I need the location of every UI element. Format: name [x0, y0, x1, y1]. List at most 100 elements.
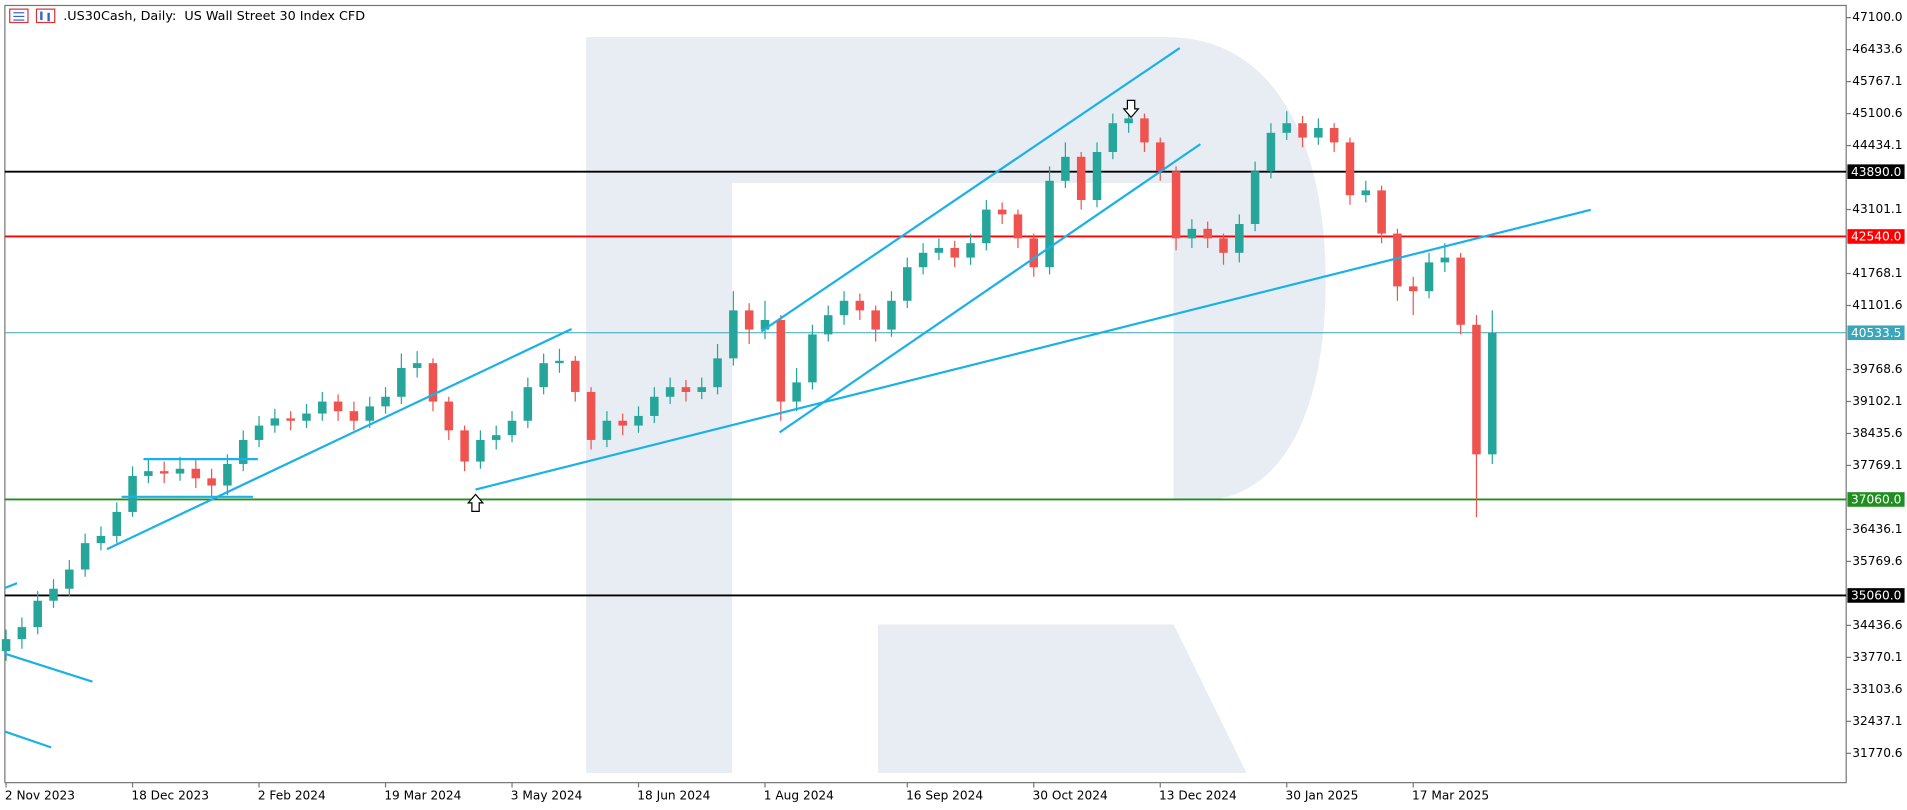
candle-body — [1171, 171, 1181, 239]
header-icons — [9, 8, 56, 24]
up-arrow — [466, 493, 485, 513]
candle-body — [318, 401, 327, 414]
candle-body — [65, 569, 74, 589]
price-level-box — [1847, 164, 1905, 179]
candle-body — [476, 439, 485, 462]
x-tick-label: 18 Jun 2024 — [637, 789, 710, 803]
candle-body — [1345, 142, 1355, 196]
candle-body — [1314, 128, 1323, 138]
x-tick-label: 17 Mar 2025 — [1412, 789, 1489, 803]
candle-body — [713, 358, 722, 388]
candle-body — [17, 627, 27, 640]
candle-body — [982, 209, 991, 244]
y-tick-label: 45767.1 — [1852, 74, 1902, 88]
candle-body — [697, 387, 707, 392]
candle-body — [1155, 142, 1165, 172]
candle-body — [618, 420, 627, 426]
candle-body — [507, 420, 517, 436]
candle-body — [871, 310, 880, 330]
candle-body — [586, 391, 596, 440]
candle-body — [412, 363, 422, 368]
y-tick-label: 38435.6 — [1852, 426, 1902, 440]
candle-body — [1282, 123, 1291, 133]
candle-body — [1440, 257, 1450, 263]
y-tick-label: 39768.6 — [1852, 362, 1902, 376]
candle-body — [744, 310, 754, 330]
price-level-box — [1847, 492, 1905, 507]
candle-body — [333, 401, 343, 412]
candle-body — [1329, 128, 1339, 143]
candle-body — [460, 430, 469, 462]
candle-body — [33, 600, 42, 628]
candle-body — [1140, 118, 1149, 143]
candle-body — [950, 247, 959, 258]
candle-body — [128, 475, 137, 512]
candle-body — [1219, 238, 1228, 253]
x-tick-label: 16 Sep 2024 — [906, 789, 983, 803]
icon — [35, 8, 56, 24]
candle-body — [855, 300, 865, 311]
watermark — [586, 37, 1326, 773]
x-tick-label: 19 Mar 2024 — [384, 789, 461, 803]
candle-body — [1472, 324, 1481, 455]
candle-body — [966, 243, 975, 258]
down-arrow — [1122, 99, 1140, 119]
y-tick-label: 39102.1 — [1852, 394, 1902, 408]
candle-body — [1061, 156, 1070, 181]
candle-body — [1266, 132, 1276, 172]
trendline — [760, 47, 1181, 333]
candle-body — [191, 468, 201, 479]
candle-body — [444, 401, 454, 431]
candle-body — [555, 360, 564, 364]
candle-body — [1424, 262, 1434, 292]
candle-body — [491, 435, 501, 440]
y-tick-label: 34436.6 — [1852, 618, 1902, 632]
candle-body — [539, 363, 548, 388]
x-tick-label: 30 Jan 2025 — [1286, 789, 1359, 803]
candle-body — [175, 468, 185, 474]
trendline — [475, 208, 1592, 491]
candle-body — [381, 396, 390, 407]
trendlines — [4, 47, 1592, 749]
y-tick-label: 33770.1 — [1852, 650, 1902, 664]
y-tick-label: 31770.6 — [1852, 746, 1902, 760]
candle-body — [808, 334, 817, 383]
candle-body — [1092, 152, 1102, 200]
candle-body — [523, 387, 533, 421]
candle-body — [934, 247, 944, 253]
candle-body — [96, 535, 106, 544]
watermark-leg — [878, 624, 1247, 773]
candle-body — [1377, 190, 1386, 234]
candle-body — [792, 382, 801, 402]
price-level-label: 40533.5 — [1851, 326, 1901, 340]
price-level-box — [1847, 325, 1905, 341]
y-tick-label: 33103.6 — [1852, 682, 1902, 696]
price-level-label: 43890.0 — [1851, 165, 1901, 179]
x-tick-label: 13 Dec 2024 — [1159, 789, 1237, 803]
candle-body — [681, 387, 691, 392]
candle-body — [602, 420, 612, 440]
x-tick-label: 2 Feb 2024 — [258, 789, 326, 803]
candle-body — [144, 471, 153, 476]
candle-body — [760, 319, 770, 330]
candle-body — [1029, 238, 1039, 268]
y-tick-label: 43101.1 — [1852, 202, 1902, 216]
candle-body — [1076, 156, 1086, 200]
candle-body — [80, 543, 90, 570]
candle-body — [997, 209, 1007, 215]
candle-body — [1361, 190, 1371, 196]
candle-body — [1013, 214, 1023, 239]
price-level-box — [1847, 229, 1905, 244]
candle-body — [887, 300, 896, 330]
y-tick-label: 47100.0 — [1852, 10, 1902, 24]
candle-body — [729, 310, 738, 359]
candle-body — [903, 267, 912, 301]
candle-body — [365, 406, 374, 421]
candle-body — [1124, 118, 1133, 124]
y-tick-label: 44434.1 — [1852, 138, 1902, 152]
candle-body — [571, 360, 580, 392]
candle-body — [839, 300, 849, 316]
candle-body — [918, 252, 928, 268]
